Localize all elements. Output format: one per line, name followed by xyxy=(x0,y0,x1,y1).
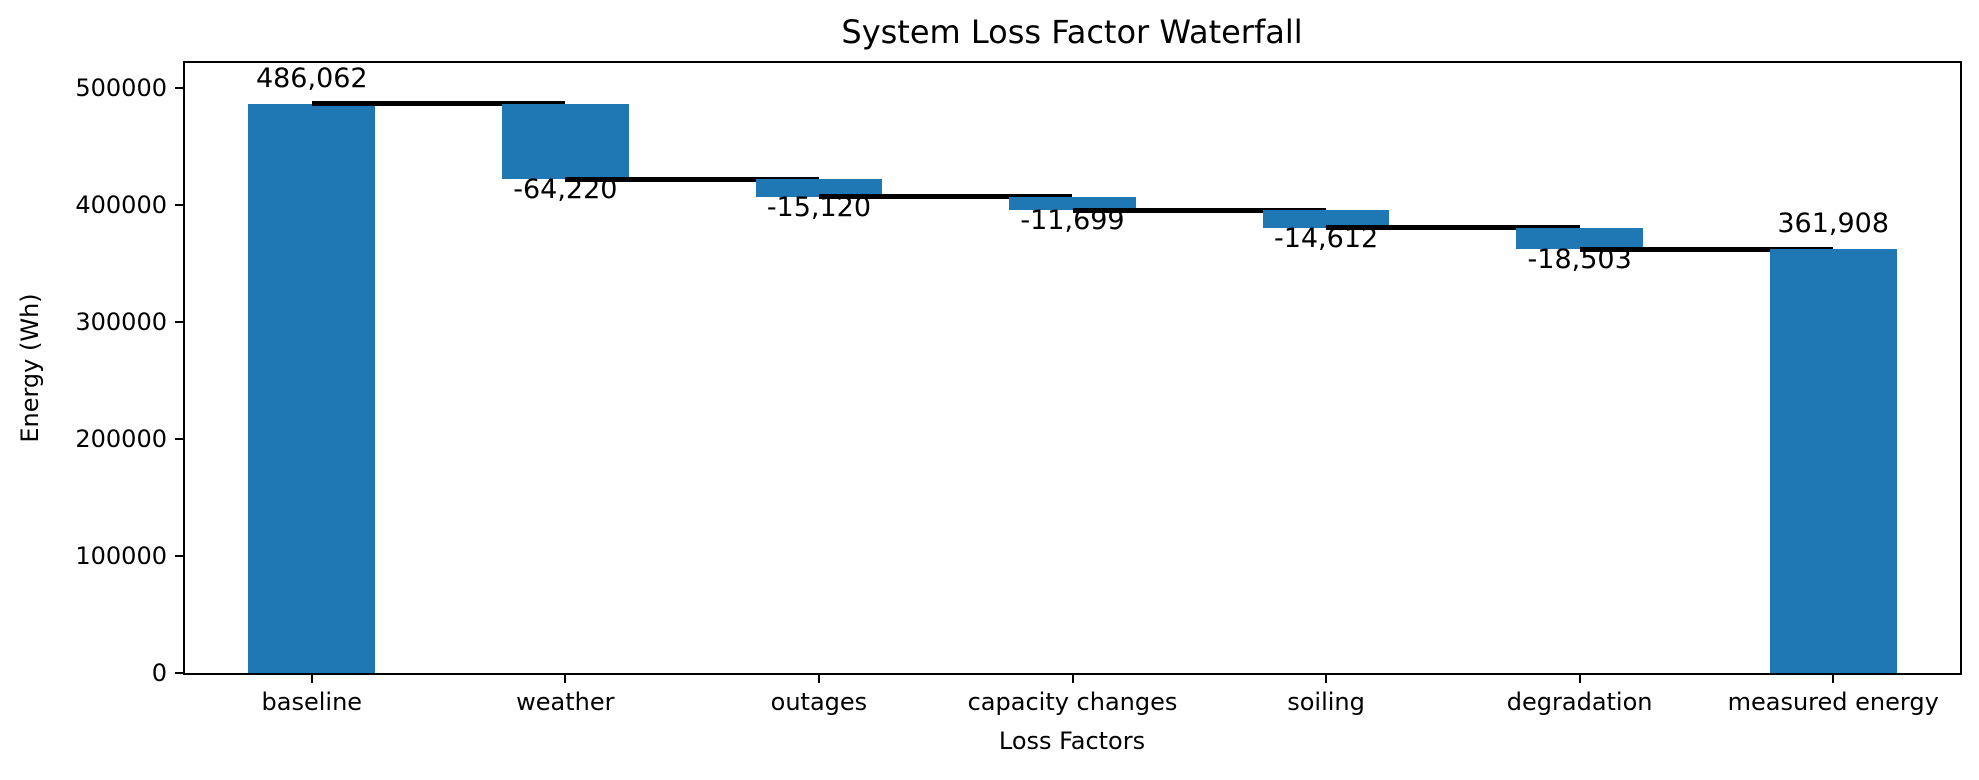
y-tick-label: 500000 xyxy=(75,73,167,102)
y-tick-mark xyxy=(175,672,183,674)
y-tick-mark xyxy=(175,437,183,440)
connector-line xyxy=(818,194,1073,200)
x-tick-label: measured energy xyxy=(1727,688,1939,716)
bar-measured-energy xyxy=(1769,249,1897,673)
x-tick-mark xyxy=(564,675,567,683)
y-axis-label: Energy (Wh) xyxy=(16,293,44,443)
bar-outages xyxy=(755,179,883,197)
bar-soiling xyxy=(1262,210,1390,228)
y-tick-mark xyxy=(175,203,183,206)
bar-value-label: 361,908 xyxy=(1777,208,1890,240)
connector-line xyxy=(311,101,566,107)
x-tick-label: soiling xyxy=(1287,688,1365,716)
y-tick-label: 0 xyxy=(151,659,167,687)
y-tick-label: 200000 xyxy=(75,424,167,453)
x-tick-mark xyxy=(1578,675,1581,683)
x-axis-label: Loss Factors xyxy=(998,727,1146,755)
x-tick-label: baseline xyxy=(261,688,363,716)
connector-line xyxy=(565,176,819,182)
connector-line xyxy=(1326,225,1580,231)
bar-degradation xyxy=(1516,227,1644,250)
x-tick-label: degradation xyxy=(1506,688,1653,716)
x-tick-mark xyxy=(1832,675,1835,683)
y-tick-label: 300000 xyxy=(75,307,167,336)
bar-baseline xyxy=(248,103,376,673)
x-tick-mark xyxy=(1071,675,1074,683)
connector-line xyxy=(1579,246,1834,252)
bar-weather xyxy=(501,103,629,180)
bar-capacity-changes xyxy=(1009,196,1136,211)
x-tick-label: outages xyxy=(770,688,868,716)
y-tick-label: 100000 xyxy=(75,541,167,570)
x-tick-mark xyxy=(817,675,820,683)
y-tick-mark xyxy=(175,554,183,557)
x-tick-mark xyxy=(1325,675,1328,683)
x-tick-label: capacity changes xyxy=(967,688,1178,716)
x-tick-mark xyxy=(310,675,313,683)
plot-area: 0 100000 200000 300000 400000 500000 486,062 ba… xyxy=(75,61,1962,716)
x-tick-label: weather xyxy=(516,688,615,716)
y-tick-mark xyxy=(175,86,183,89)
connector-line xyxy=(1072,207,1327,213)
bar-value-label: 486,062 xyxy=(255,62,368,94)
y-tick-mark xyxy=(175,320,183,323)
y-tick-label: 400000 xyxy=(75,190,167,219)
chart-title: System Loss Factor Waterfall xyxy=(841,13,1303,51)
